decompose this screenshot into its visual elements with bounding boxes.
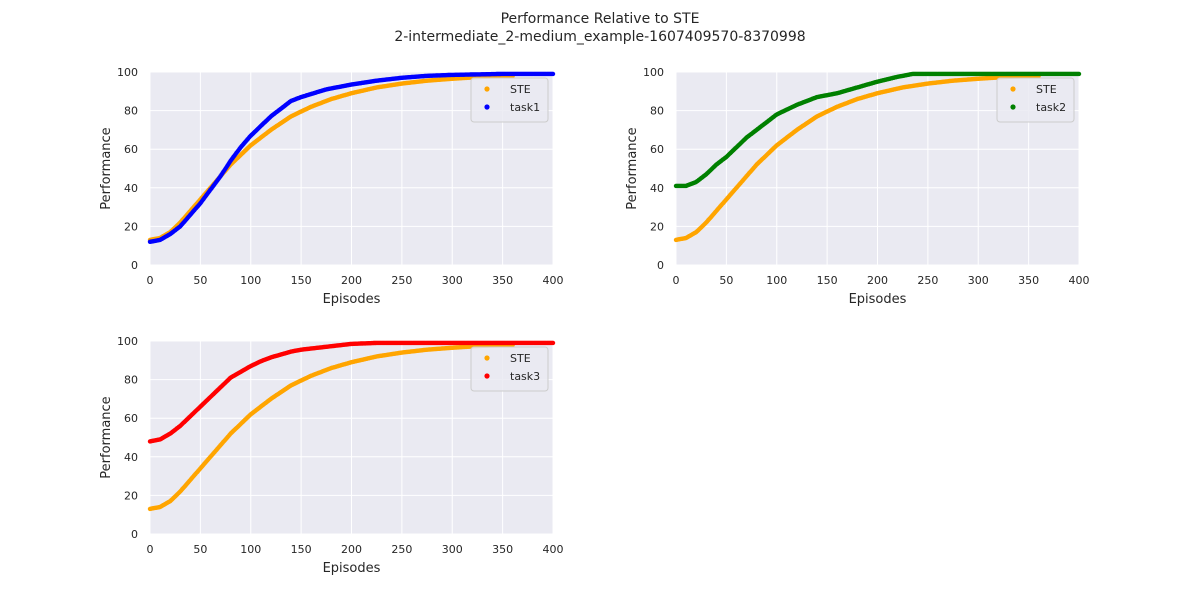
figure-title: Performance Relative to STE: [500, 11, 700, 27]
x-axis-label: Episodes: [323, 561, 381, 576]
x-tick-label: 100: [240, 543, 261, 556]
x-tick-label: 0: [673, 274, 680, 287]
series-ste: [673, 73, 1041, 243]
y-tick-label: 0: [131, 528, 138, 541]
series-task3: [147, 340, 556, 444]
x-tick-label: 200: [341, 274, 362, 287]
y-tick-label: 20: [650, 220, 664, 233]
x-axis-label: Episodes: [849, 292, 907, 307]
legend: STE task3: [470, 346, 549, 392]
x-tick-label: 400: [543, 274, 564, 287]
x-tick-label: 300: [442, 543, 463, 556]
x-tick-label: 200: [867, 274, 888, 287]
x-tick-label: 400: [1069, 274, 1090, 287]
x-axis-label: Episodes: [323, 292, 381, 307]
legend-label: STE: [510, 83, 531, 96]
x-tick-label: 200: [341, 543, 362, 556]
x-tick-label: 0: [147, 543, 154, 556]
legend-marker: [1010, 86, 1016, 92]
legend-box: [470, 77, 549, 123]
subplot-1: 0 50 100 150 200 250 300 350 400 0 20 40 60 80 100 Epis…: [99, 66, 564, 307]
series-ste: [147, 342, 515, 512]
figure-subtitle: 2-intermediate_2-medium_example-16074095…: [394, 29, 806, 45]
x-tick-label: 150: [291, 274, 312, 287]
y-tick-label: 60: [124, 143, 138, 156]
x-tick-label: 400: [543, 543, 564, 556]
x-tick-label: 100: [240, 274, 261, 287]
x-tick-label: 350: [1018, 274, 1039, 287]
data-point: [1076, 71, 1082, 77]
y-tick-label: 100: [117, 66, 138, 79]
subplot-2: 0 50 100 150 200 250 300 350 400 0 20 40 60 80 100 Epis…: [625, 66, 1090, 307]
x-tick-label: 250: [917, 274, 938, 287]
x-tick-label: 350: [492, 274, 513, 287]
figure-title-block: Performance Relative to STE 2-intermedia…: [0, 10, 1200, 46]
legend-marker: [484, 373, 490, 379]
legend-box: [470, 346, 549, 392]
series-task1: [147, 71, 556, 244]
legend-label: STE: [1036, 83, 1057, 96]
y-tick-label: 100: [643, 66, 664, 79]
legend-label: task1: [510, 101, 540, 114]
legend-label: task3: [510, 370, 540, 383]
data-point: [550, 71, 556, 77]
legend-label: STE: [510, 352, 531, 365]
legend: STE task2: [996, 77, 1075, 123]
subplot-3: 0 50 100 150 200 250 300 350 400 0 20 40 60 80 100 Epis…: [99, 335, 564, 576]
legend-marker: [1010, 104, 1016, 110]
data-point: [550, 340, 556, 346]
legend-box: [996, 77, 1075, 123]
x-tick-label: 150: [291, 543, 312, 556]
y-tick-label: 40: [124, 182, 138, 195]
y-tick-label: 60: [650, 143, 664, 156]
x-tick-label: 350: [492, 543, 513, 556]
y-tick-label: 100: [117, 335, 138, 348]
x-tick-label: 0: [147, 274, 154, 287]
x-tick-label: 250: [391, 543, 412, 556]
x-tick-label: 50: [193, 274, 207, 287]
x-tick-label: 250: [391, 274, 412, 287]
legend-marker: [484, 355, 490, 361]
y-axis-label: Performance: [625, 127, 640, 209]
legend: STE task1: [470, 77, 549, 123]
legend-marker: [484, 104, 490, 110]
x-tick-label: 150: [817, 274, 838, 287]
y-tick-label: 0: [131, 259, 138, 272]
y-tick-label: 40: [124, 451, 138, 464]
x-tick-label: 100: [766, 274, 787, 287]
y-axis-label: Performance: [99, 127, 114, 209]
y-tick-label: 20: [124, 220, 138, 233]
x-tick-label: 300: [968, 274, 989, 287]
x-tick-label: 300: [442, 274, 463, 287]
y-tick-label: 80: [124, 105, 138, 118]
y-tick-label: 80: [124, 374, 138, 387]
y-tick-label: 0: [657, 259, 664, 272]
y-tick-label: 40: [650, 182, 664, 195]
series-task2: [673, 71, 1082, 189]
y-tick-label: 60: [124, 412, 138, 425]
x-tick-label: 50: [193, 543, 207, 556]
y-tick-label: 80: [650, 105, 664, 118]
legend-label: task2: [1036, 101, 1066, 114]
y-axis-label: Performance: [99, 396, 114, 478]
legend-marker: [484, 86, 490, 92]
y-tick-label: 20: [124, 489, 138, 502]
x-tick-label: 50: [719, 274, 733, 287]
